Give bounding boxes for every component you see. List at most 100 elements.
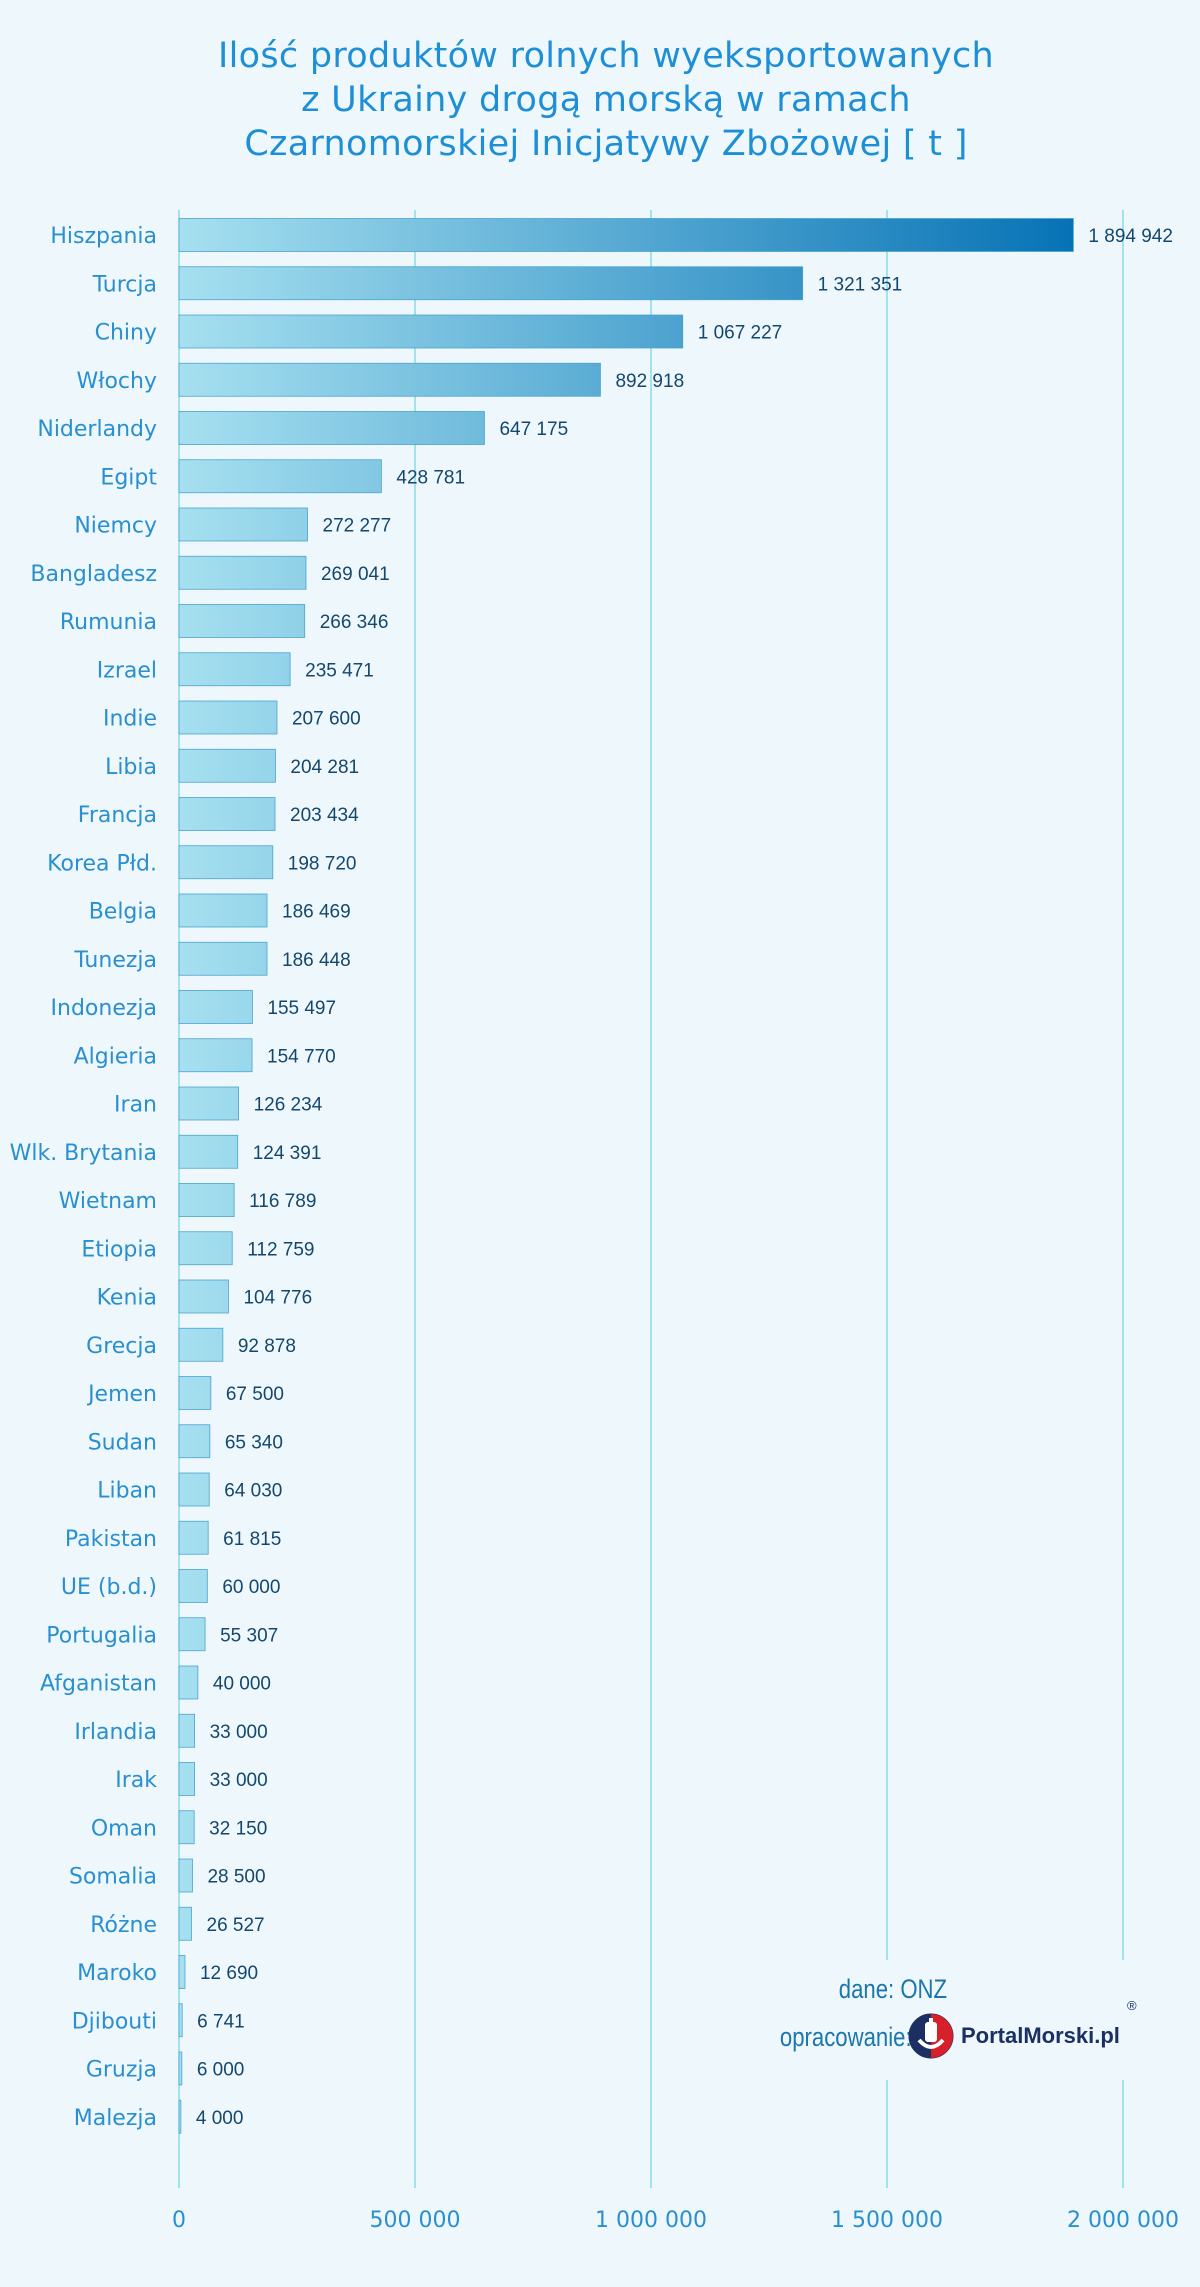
- value-label: 154 770: [267, 1046, 336, 1067]
- bar: [178, 362, 601, 397]
- value-label: 92 878: [238, 1336, 296, 1357]
- title-line-3: Czarnomorskiej Inicjatywy Zbożowej [ t ]: [244, 124, 968, 164]
- bar: [178, 1376, 212, 1410]
- category-label: Turcja: [92, 272, 157, 297]
- title-line-1: Ilość produktów rolnych wyeksportowanych: [217, 36, 994, 76]
- value-label: 198 720: [288, 853, 357, 874]
- bar: [178, 1569, 208, 1603]
- x-tick-label: 2 000 000: [1067, 2208, 1179, 2233]
- value-label: 116 789: [249, 1191, 316, 1212]
- bar: [178, 893, 268, 928]
- category-label: Różne: [90, 1913, 157, 1938]
- bar: [178, 1086, 239, 1121]
- value-label: 33 000: [210, 1770, 268, 1791]
- value-label: 33 000: [210, 1722, 268, 1743]
- x-tick-label: 500 000: [370, 2208, 461, 2233]
- category-label: Maroko: [77, 1961, 157, 1986]
- value-label: 32 150: [209, 1818, 267, 1839]
- bar: [178, 555, 307, 590]
- category-label: UE (b.d.): [61, 1575, 157, 1600]
- bar: [178, 1520, 209, 1555]
- category-label: Indonezja: [51, 996, 157, 1021]
- title-line-2: z Ukrainy drogą morską w ramach: [301, 80, 911, 120]
- bar: [178, 2099, 182, 2134]
- value-label: 428 781: [396, 467, 465, 488]
- bar: [178, 1038, 253, 1073]
- category-label: Gruzja: [86, 2058, 157, 2083]
- category-label: Hiszpania: [50, 224, 157, 249]
- value-label: 6 000: [197, 2060, 245, 2081]
- bar: [178, 266, 804, 301]
- logo-text: PortalMorski.pl: [961, 2023, 1120, 2048]
- bar: [178, 1762, 195, 1796]
- category-label: Rumunia: [60, 610, 157, 635]
- category-label: Niemcy: [74, 514, 157, 539]
- category-label: Grecja: [86, 1334, 157, 1359]
- value-label: 266 346: [320, 612, 389, 633]
- bar: [178, 2003, 183, 2038]
- chart-title: Ilość produktów rolnych wyeksportowanych…: [0, 34, 1200, 166]
- bar: [178, 941, 268, 976]
- value-label: 4 000: [196, 2108, 244, 2129]
- value-label: 55 307: [220, 1625, 278, 1646]
- bar: [178, 1858, 193, 1893]
- category-label: Etiopia: [81, 1237, 157, 1262]
- x-tick-label: 0: [172, 2208, 186, 2233]
- value-label: 28 500: [207, 1867, 265, 1888]
- category-label: Kenia: [97, 1286, 157, 1311]
- bar: [178, 459, 382, 494]
- bar: [178, 1327, 224, 1362]
- bar: [178, 845, 274, 880]
- category-label: Iran: [114, 1093, 157, 1118]
- value-label: 60 000: [222, 1577, 280, 1598]
- value-label: 235 471: [305, 660, 374, 681]
- category-label: Korea Płd.: [47, 851, 157, 876]
- value-label: 203 434: [290, 805, 359, 826]
- value-label: 67 500: [226, 1384, 284, 1405]
- bar: [178, 314, 684, 349]
- category-label: Francja: [78, 803, 157, 828]
- category-label: Niderlandy: [37, 417, 157, 442]
- bar: [178, 507, 308, 542]
- value-label: 1 321 351: [818, 274, 903, 295]
- bar: [178, 1713, 195, 1748]
- category-label: Sudan: [88, 1430, 157, 1455]
- value-label: 892 918: [615, 371, 684, 392]
- category-label: Somalia: [69, 1865, 157, 1890]
- value-label: 269 041: [321, 564, 390, 585]
- value-label: 61 815: [223, 1529, 281, 1550]
- category-label: Afganistan: [40, 1672, 157, 1697]
- bar: [178, 700, 278, 735]
- value-label: 1 067 227: [698, 323, 783, 344]
- bar: [178, 1472, 210, 1507]
- bar: [178, 990, 253, 1024]
- bar: [178, 1279, 229, 1314]
- value-label: 207 600: [292, 709, 361, 730]
- value-label: 124 391: [253, 1143, 322, 1164]
- value-label: 1 894 942: [1088, 226, 1173, 247]
- category-label: Wietnam: [59, 1189, 157, 1214]
- bar: [178, 604, 306, 638]
- category-label: Izrael: [97, 658, 157, 683]
- category-label: Bangladesz: [30, 562, 157, 587]
- registered-mark: ®: [1127, 1998, 1137, 2013]
- bar: [178, 1617, 206, 1652]
- value-label: 647 175: [499, 419, 568, 440]
- bar: [178, 1183, 235, 1217]
- category-label: Wlk. Brytania: [10, 1141, 157, 1166]
- bar: [178, 1955, 186, 1989]
- category-label: Irak: [115, 1768, 157, 1793]
- bar: [178, 1665, 199, 1700]
- value-label: 204 281: [290, 757, 359, 778]
- bar: [178, 1231, 233, 1266]
- category-label: Jemen: [86, 1382, 157, 1407]
- data-source-label: dane: ONZ: [838, 1974, 947, 2004]
- value-label: 155 497: [267, 998, 336, 1019]
- category-label: Pakistan: [65, 1527, 157, 1552]
- category-label: Irlandia: [74, 1720, 157, 1745]
- category-label: Tunezja: [73, 948, 157, 973]
- anchor-logo-icon: [908, 2013, 954, 2059]
- category-label: Indie: [103, 707, 157, 732]
- author-label: opracowanie:: [780, 2022, 912, 2052]
